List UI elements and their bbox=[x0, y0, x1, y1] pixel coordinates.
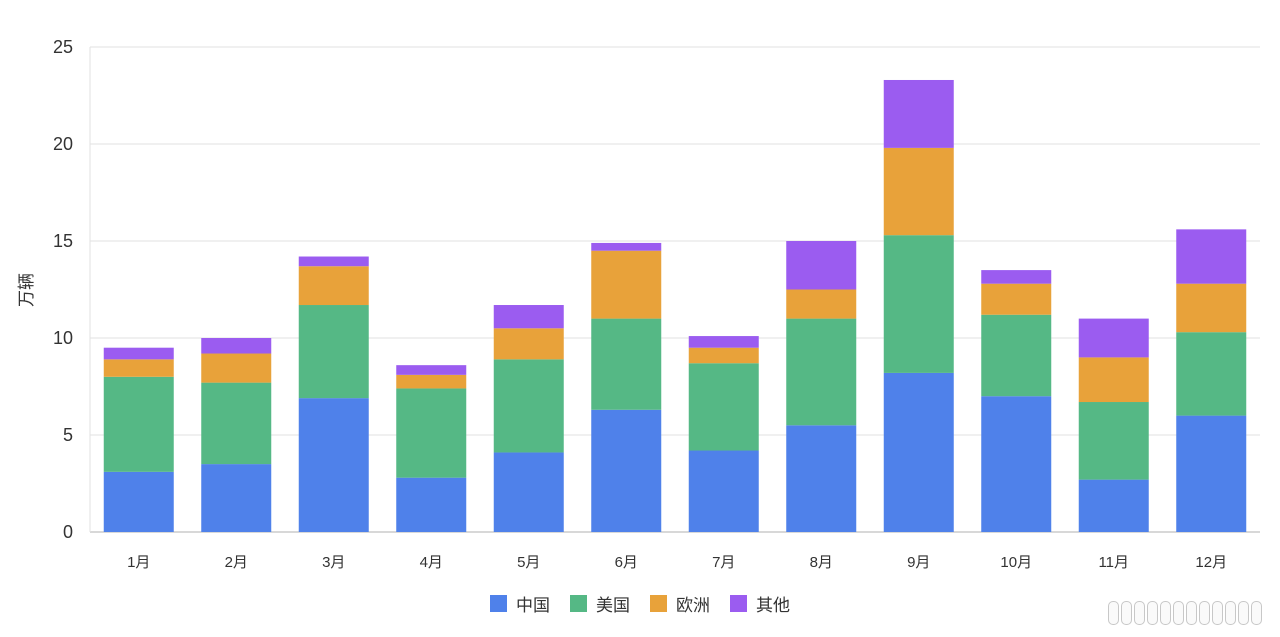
y-axis-label: 万辆 bbox=[17, 273, 36, 307]
bar-segment bbox=[493, 359, 564, 453]
bar-segment bbox=[981, 283, 1052, 315]
x-tick-label: 7月 bbox=[712, 554, 735, 571]
bar-segment bbox=[786, 241, 857, 290]
y-axis-ticks: 0 5 10 15 20 25 bbox=[53, 37, 73, 542]
bar-segment bbox=[201, 382, 272, 465]
x-tick-label: 3月 bbox=[322, 554, 345, 571]
bar-segment bbox=[786, 289, 857, 319]
bar-segment bbox=[298, 256, 369, 267]
bar-segment bbox=[201, 464, 272, 532]
bar-segment bbox=[1078, 357, 1149, 403]
bar-segment bbox=[981, 270, 1052, 284]
bar-segment bbox=[688, 347, 759, 364]
bar-segment bbox=[688, 450, 759, 532]
bar-series bbox=[103, 79, 1247, 532]
bar-segment bbox=[1078, 402, 1149, 480]
legend-swatch bbox=[650, 595, 667, 612]
y-tick-label: 15 bbox=[53, 231, 73, 251]
bar-segment bbox=[883, 235, 954, 373]
bar-segment bbox=[591, 242, 662, 251]
y-tick-label: 10 bbox=[53, 328, 73, 348]
bar-segment bbox=[396, 477, 467, 532]
bar-segment bbox=[201, 353, 272, 383]
x-tick-label: 9月 bbox=[907, 554, 930, 571]
legend-label: 其他 bbox=[756, 596, 790, 615]
legend-swatch bbox=[570, 595, 587, 612]
y-tick-label: 20 bbox=[53, 134, 73, 154]
bar-segment bbox=[103, 376, 174, 472]
bar-segment bbox=[1176, 415, 1247, 532]
bar-segment bbox=[103, 359, 174, 377]
legend-swatch bbox=[730, 595, 747, 612]
legend-label: 美国 bbox=[596, 596, 630, 615]
bar-segment bbox=[688, 363, 759, 451]
bar-segment bbox=[981, 396, 1052, 532]
bar-segment bbox=[786, 318, 857, 426]
x-tick-label: 2月 bbox=[225, 554, 248, 571]
gridlines bbox=[89, 46, 1260, 533]
bar-segment bbox=[786, 425, 857, 532]
legend-item: 美国 bbox=[570, 591, 630, 616]
bar-segment bbox=[1078, 479, 1149, 532]
y-tick-label: 5 bbox=[63, 425, 73, 445]
bar-segment bbox=[298, 398, 369, 532]
stacked-bar-chart: 0 5 10 15 20 25 1月 2月 3月 4月 5月 6月 7月 8月 9月 10月 11月 12月 万… bbox=[17, 37, 1260, 571]
x-axis-ticks: 1月 2月 3月 4月 5月 6月 7月 8月 9月 10月 11月 12月 bbox=[127, 554, 1227, 571]
legend-swatch bbox=[490, 595, 507, 612]
x-tick-label: 1月 bbox=[127, 554, 150, 571]
watermark-logo bbox=[1108, 601, 1262, 625]
bar-segment bbox=[493, 328, 564, 360]
bar-segment bbox=[493, 452, 564, 532]
bar-segment bbox=[201, 338, 272, 354]
x-tick-label: 10月 bbox=[1000, 554, 1032, 571]
bar-segment bbox=[591, 318, 662, 410]
legend-item: 欧洲 bbox=[650, 591, 710, 616]
bar-segment bbox=[1176, 332, 1247, 416]
x-tick-label: 12月 bbox=[1195, 554, 1227, 571]
bar-segment bbox=[591, 409, 662, 532]
legend-label: 中国 bbox=[516, 596, 550, 615]
bar-segment bbox=[883, 372, 954, 532]
bar-segment bbox=[396, 374, 467, 389]
bar-segment bbox=[103, 471, 174, 532]
bar-segment bbox=[396, 365, 467, 375]
x-tick-label: 6月 bbox=[615, 554, 638, 571]
bar-segment bbox=[1176, 229, 1247, 284]
x-tick-label: 5月 bbox=[517, 554, 540, 571]
bar-segment bbox=[396, 388, 467, 478]
bar-segment bbox=[1176, 283, 1247, 333]
bar-segment bbox=[883, 147, 954, 236]
legend-label: 欧洲 bbox=[676, 596, 710, 615]
bar-segment bbox=[298, 305, 369, 399]
bar-segment bbox=[103, 347, 174, 360]
bar-segment bbox=[493, 305, 564, 329]
x-tick-label: 11月 bbox=[1098, 554, 1129, 571]
bar-segment bbox=[1078, 318, 1149, 358]
y-tick-label: 25 bbox=[53, 37, 73, 57]
y-tick-label: 0 bbox=[63, 522, 73, 542]
bar-segment bbox=[591, 250, 662, 319]
bar-segment bbox=[688, 336, 759, 348]
legend: 中国 美国 欧洲 其他 bbox=[0, 591, 1280, 616]
bar-segment bbox=[883, 79, 954, 148]
bar-segment bbox=[298, 266, 369, 306]
x-tick-label: 4月 bbox=[420, 554, 443, 571]
x-tick-label: 8月 bbox=[810, 554, 833, 571]
legend-item: 中国 bbox=[490, 591, 550, 616]
legend-item: 其他 bbox=[730, 591, 790, 616]
bar-segment bbox=[981, 314, 1052, 397]
